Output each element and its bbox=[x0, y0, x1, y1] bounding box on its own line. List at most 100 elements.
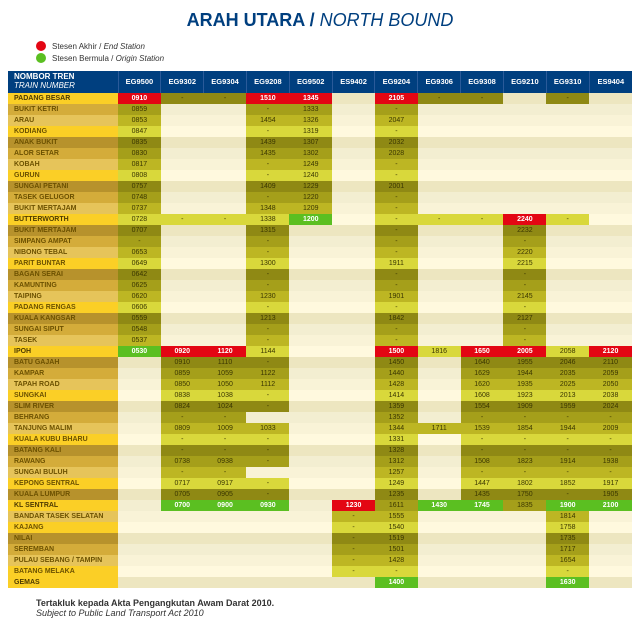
time-cell bbox=[332, 170, 375, 181]
time-cell bbox=[289, 313, 332, 324]
time-cell bbox=[289, 401, 332, 412]
time-cell bbox=[589, 258, 632, 269]
time-cell bbox=[161, 533, 204, 544]
legend-label: Stesen Akhir / End Station bbox=[52, 42, 145, 51]
station-name: SUNGAI PETANI bbox=[8, 181, 118, 192]
table-row: BUKIT MERTAJAM073713481209- bbox=[8, 203, 632, 214]
time-cell: 1519 bbox=[375, 533, 418, 544]
time-cell bbox=[589, 511, 632, 522]
time-cell bbox=[332, 93, 375, 104]
time-cell: 1816 bbox=[418, 346, 461, 357]
table-row: ARAU0853145413262047 bbox=[8, 115, 632, 126]
time-cell: 1554 bbox=[461, 401, 504, 412]
station-name: SUNGAI BULUH bbox=[8, 467, 118, 478]
time-cell: 2120 bbox=[589, 346, 632, 357]
time-cell bbox=[118, 368, 161, 379]
time-cell: 0938 bbox=[204, 456, 247, 467]
time-cell: - bbox=[546, 93, 589, 104]
time-cell bbox=[461, 104, 504, 115]
time-cell: 1059 bbox=[204, 368, 247, 379]
table-row: TAIPING0620123019012145 bbox=[8, 291, 632, 302]
time-cell: 0738 bbox=[161, 456, 204, 467]
table-row: KUALA KUBU BHARU---1331---- bbox=[8, 434, 632, 445]
time-cell: 1454 bbox=[246, 115, 289, 126]
table-row: KAMPAR08591059112214401629194420352059 bbox=[8, 368, 632, 379]
time-cell bbox=[418, 104, 461, 115]
time-cell bbox=[332, 291, 375, 302]
legend-dot bbox=[36, 41, 46, 51]
time-cell: - bbox=[246, 126, 289, 137]
time-cell: - bbox=[246, 401, 289, 412]
time-cell: - bbox=[375, 566, 418, 577]
time-cell: 0757 bbox=[118, 181, 161, 192]
time-cell: 1409 bbox=[246, 181, 289, 192]
time-cell: 2127 bbox=[503, 313, 546, 324]
time-cell: 1854 bbox=[503, 423, 546, 434]
time-cell: - bbox=[161, 214, 204, 225]
time-cell: 1344 bbox=[375, 423, 418, 434]
station-name: PULAU SEBANG / TAMPIN bbox=[8, 555, 118, 566]
time-cell: - bbox=[246, 445, 289, 456]
time-cell bbox=[204, 159, 247, 170]
time-cell: 1428 bbox=[375, 555, 418, 566]
time-cell: 1200 bbox=[289, 214, 332, 225]
time-cell bbox=[204, 192, 247, 203]
time-cell: 0817 bbox=[118, 159, 161, 170]
time-cell bbox=[461, 115, 504, 126]
time-cell: - bbox=[204, 434, 247, 445]
time-cell bbox=[204, 566, 247, 577]
time-cell: - bbox=[546, 566, 589, 577]
time-cell: 1439 bbox=[246, 137, 289, 148]
time-cell bbox=[332, 379, 375, 390]
time-cell bbox=[289, 324, 332, 335]
legend-label: Stesen Bermula / Origin Station bbox=[52, 54, 164, 63]
time-cell: 2032 bbox=[375, 137, 418, 148]
time-cell: - bbox=[589, 412, 632, 423]
time-cell bbox=[332, 115, 375, 126]
time-cell bbox=[589, 104, 632, 115]
column-header: EG9500 bbox=[118, 71, 161, 93]
time-cell: 1414 bbox=[375, 390, 418, 401]
time-cell: - bbox=[161, 434, 204, 445]
time-cell bbox=[161, 544, 204, 555]
time-cell bbox=[289, 247, 332, 258]
station-name: SEREMBAN bbox=[8, 544, 118, 555]
time-cell bbox=[589, 335, 632, 346]
time-cell: - bbox=[332, 544, 375, 555]
time-cell bbox=[503, 159, 546, 170]
time-cell bbox=[118, 379, 161, 390]
time-cell bbox=[289, 379, 332, 390]
time-cell: 1315 bbox=[246, 225, 289, 236]
time-cell: 1959 bbox=[546, 401, 589, 412]
time-cell: 1447 bbox=[461, 478, 504, 489]
table-row: GEMAS14001630 bbox=[8, 577, 632, 588]
time-cell bbox=[118, 423, 161, 434]
time-cell: 1814 bbox=[546, 511, 589, 522]
time-cell bbox=[418, 379, 461, 390]
time-cell: - bbox=[375, 126, 418, 137]
time-cell bbox=[332, 456, 375, 467]
time-cell bbox=[118, 566, 161, 577]
time-cell: - bbox=[461, 412, 504, 423]
station-name: BATANG KALI bbox=[8, 445, 118, 456]
time-cell bbox=[546, 170, 589, 181]
time-cell bbox=[503, 533, 546, 544]
table-row: IPOH053009201120114415001816165020052058… bbox=[8, 346, 632, 357]
time-cell bbox=[332, 412, 375, 423]
time-cell bbox=[118, 412, 161, 423]
time-cell bbox=[418, 555, 461, 566]
time-cell bbox=[589, 566, 632, 577]
time-cell: - bbox=[503, 269, 546, 280]
title-italic: NORTH BOUND bbox=[320, 10, 454, 30]
time-cell bbox=[546, 159, 589, 170]
time-cell bbox=[118, 478, 161, 489]
time-cell bbox=[418, 401, 461, 412]
time-cell: - bbox=[503, 324, 546, 335]
time-cell bbox=[546, 247, 589, 258]
time-cell: 1249 bbox=[375, 478, 418, 489]
station-name: NILAI bbox=[8, 533, 118, 544]
table-row: NILAI-15191735 bbox=[8, 533, 632, 544]
column-header: ES9402 bbox=[332, 71, 375, 93]
time-cell bbox=[461, 258, 504, 269]
time-cell: - bbox=[246, 302, 289, 313]
